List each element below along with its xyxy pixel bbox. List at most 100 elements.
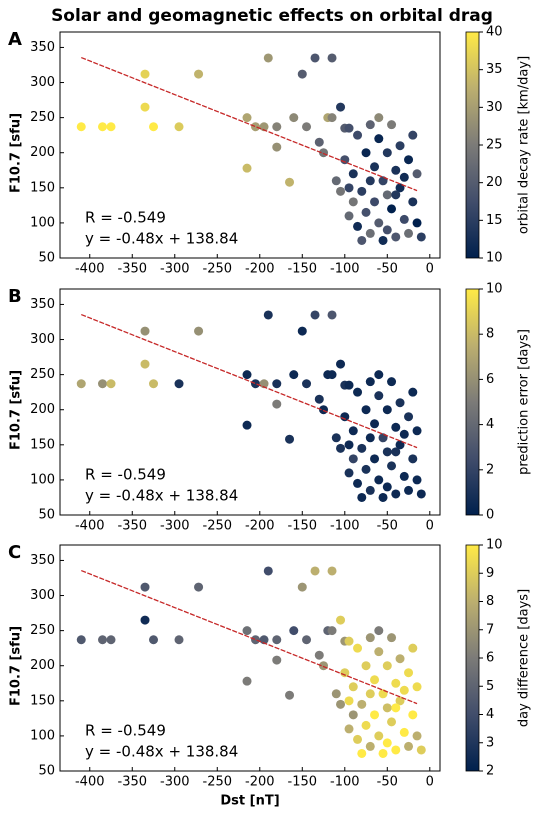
y-tick-label: 300 xyxy=(30,332,55,347)
point xyxy=(357,748,367,758)
point xyxy=(391,422,401,432)
point xyxy=(302,635,312,645)
point xyxy=(357,186,367,196)
point xyxy=(378,433,388,443)
point xyxy=(365,228,375,238)
annotation: y = -0.48x + 138.84 xyxy=(85,230,238,248)
point xyxy=(412,218,422,228)
x-tick-label: -400 xyxy=(75,775,105,790)
point xyxy=(272,142,282,152)
trend-line xyxy=(81,56,418,192)
colorbar-tick-label: 4 xyxy=(486,417,494,432)
point xyxy=(174,635,184,645)
point xyxy=(378,689,388,699)
point xyxy=(374,391,384,401)
colorbar-tick-label: 15 xyxy=(486,213,503,228)
point xyxy=(297,69,307,79)
x-tick-label: -100 xyxy=(330,775,360,790)
point xyxy=(382,148,392,158)
point xyxy=(395,654,405,664)
point xyxy=(336,615,346,625)
point xyxy=(259,379,269,389)
x-tick-label: -200 xyxy=(245,519,275,534)
point xyxy=(348,454,358,464)
point xyxy=(361,207,371,217)
colorbar-tick-label: 30 xyxy=(486,100,503,115)
point xyxy=(302,379,312,389)
point xyxy=(174,122,184,132)
point xyxy=(331,433,341,443)
point xyxy=(98,379,108,389)
colorbar-label: day difference [days] xyxy=(517,589,532,727)
x-tick-label: -350 xyxy=(118,775,148,790)
point xyxy=(387,204,397,214)
point xyxy=(408,130,418,140)
y-tick-label: 200 xyxy=(30,402,55,417)
point xyxy=(416,745,426,755)
point xyxy=(374,370,384,380)
colorbar-tick-label: 20 xyxy=(486,175,503,190)
point xyxy=(361,148,371,158)
point xyxy=(365,633,375,643)
y-tick-label: 300 xyxy=(30,75,55,90)
point xyxy=(374,731,384,741)
point xyxy=(194,582,204,592)
annotation: y = -0.48x + 138.84 xyxy=(85,487,238,505)
point xyxy=(272,379,282,389)
point xyxy=(395,398,405,408)
point xyxy=(106,122,116,132)
point xyxy=(344,724,354,734)
point xyxy=(399,471,409,481)
figure-title: Solar and geomagnetic effects on orbital… xyxy=(51,6,493,26)
x-tick-label: -150 xyxy=(288,775,318,790)
x-tick-label: -100 xyxy=(330,262,360,277)
point xyxy=(357,699,367,709)
x-tick-label: -250 xyxy=(203,519,233,534)
point xyxy=(340,155,350,165)
point xyxy=(365,120,375,130)
point xyxy=(263,53,273,63)
point xyxy=(289,370,299,380)
annotation: R = -0.549 xyxy=(85,466,166,484)
x-tick-label: -100 xyxy=(330,519,360,534)
point xyxy=(344,211,354,221)
point xyxy=(285,690,295,700)
point xyxy=(272,399,282,409)
point xyxy=(378,235,388,245)
colorbar-tick-label: 8 xyxy=(486,594,494,609)
point xyxy=(391,678,401,688)
point xyxy=(149,635,159,645)
panel-label: C xyxy=(8,542,21,563)
point xyxy=(412,475,422,485)
point xyxy=(242,370,252,380)
y-tick-label: 350 xyxy=(30,40,55,55)
point xyxy=(353,130,363,140)
point xyxy=(370,675,380,685)
point xyxy=(353,643,363,653)
point xyxy=(408,197,418,207)
point xyxy=(361,464,371,474)
point xyxy=(412,731,422,741)
point xyxy=(302,122,312,132)
point xyxy=(361,661,371,671)
trend-line xyxy=(81,313,418,449)
colorbar-tick-label: 9 xyxy=(486,566,494,581)
point xyxy=(353,734,363,744)
point xyxy=(382,661,392,671)
point xyxy=(348,197,358,207)
point xyxy=(361,720,371,730)
point xyxy=(370,454,380,464)
colorbar-tick-label: 10 xyxy=(486,251,503,266)
point xyxy=(344,468,354,478)
point xyxy=(336,699,346,709)
plot-frame xyxy=(59,288,441,516)
point xyxy=(140,359,150,369)
point xyxy=(395,696,405,706)
y-tick-label: 100 xyxy=(30,215,55,230)
point xyxy=(336,359,346,369)
point xyxy=(344,440,354,450)
x-tick-label: -50 xyxy=(377,519,398,534)
x-tick-label: -150 xyxy=(288,262,318,277)
point xyxy=(174,379,184,389)
point xyxy=(310,310,320,320)
